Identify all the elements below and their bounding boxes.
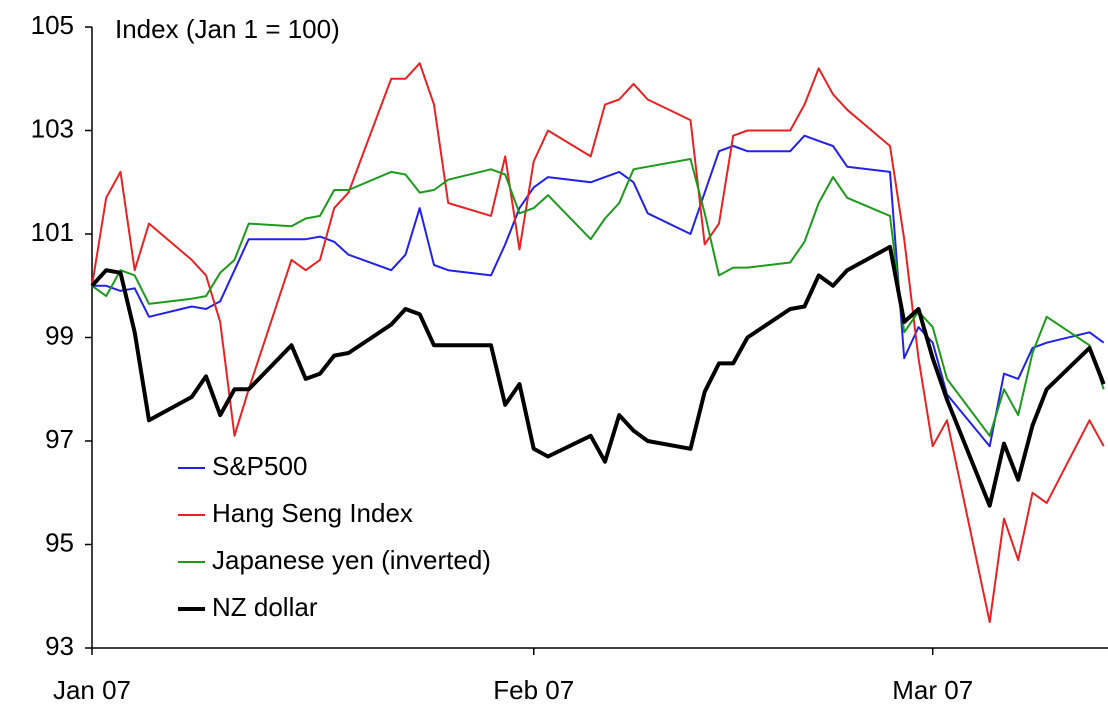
y-tick-label: 105 xyxy=(31,10,74,40)
series-line xyxy=(92,134,1105,448)
y-tick-label: 101 xyxy=(31,217,74,247)
y-tick-label: 103 xyxy=(31,113,74,143)
x-tick-label: Feb 07 xyxy=(493,675,574,705)
y-tick-label: 95 xyxy=(45,527,74,557)
annotation: Index (Jan 1 = 100) xyxy=(115,14,340,44)
x-tick-label: Mar 07 xyxy=(892,675,973,705)
legend-label: S&P500 xyxy=(212,451,307,481)
legend-label: Japanese yen (inverted) xyxy=(212,545,491,575)
y-tick-label: 93 xyxy=(45,631,74,661)
series-line xyxy=(91,62,1105,624)
series-line xyxy=(91,158,1105,437)
x-tick-label: Jan 07 xyxy=(53,675,131,705)
legend-label: NZ dollar xyxy=(212,592,318,622)
y-tick-label: 97 xyxy=(45,424,74,454)
legend-label: Hang Seng Index xyxy=(212,498,413,528)
y-tick-label: 99 xyxy=(45,320,74,350)
series-line xyxy=(90,244,1106,508)
